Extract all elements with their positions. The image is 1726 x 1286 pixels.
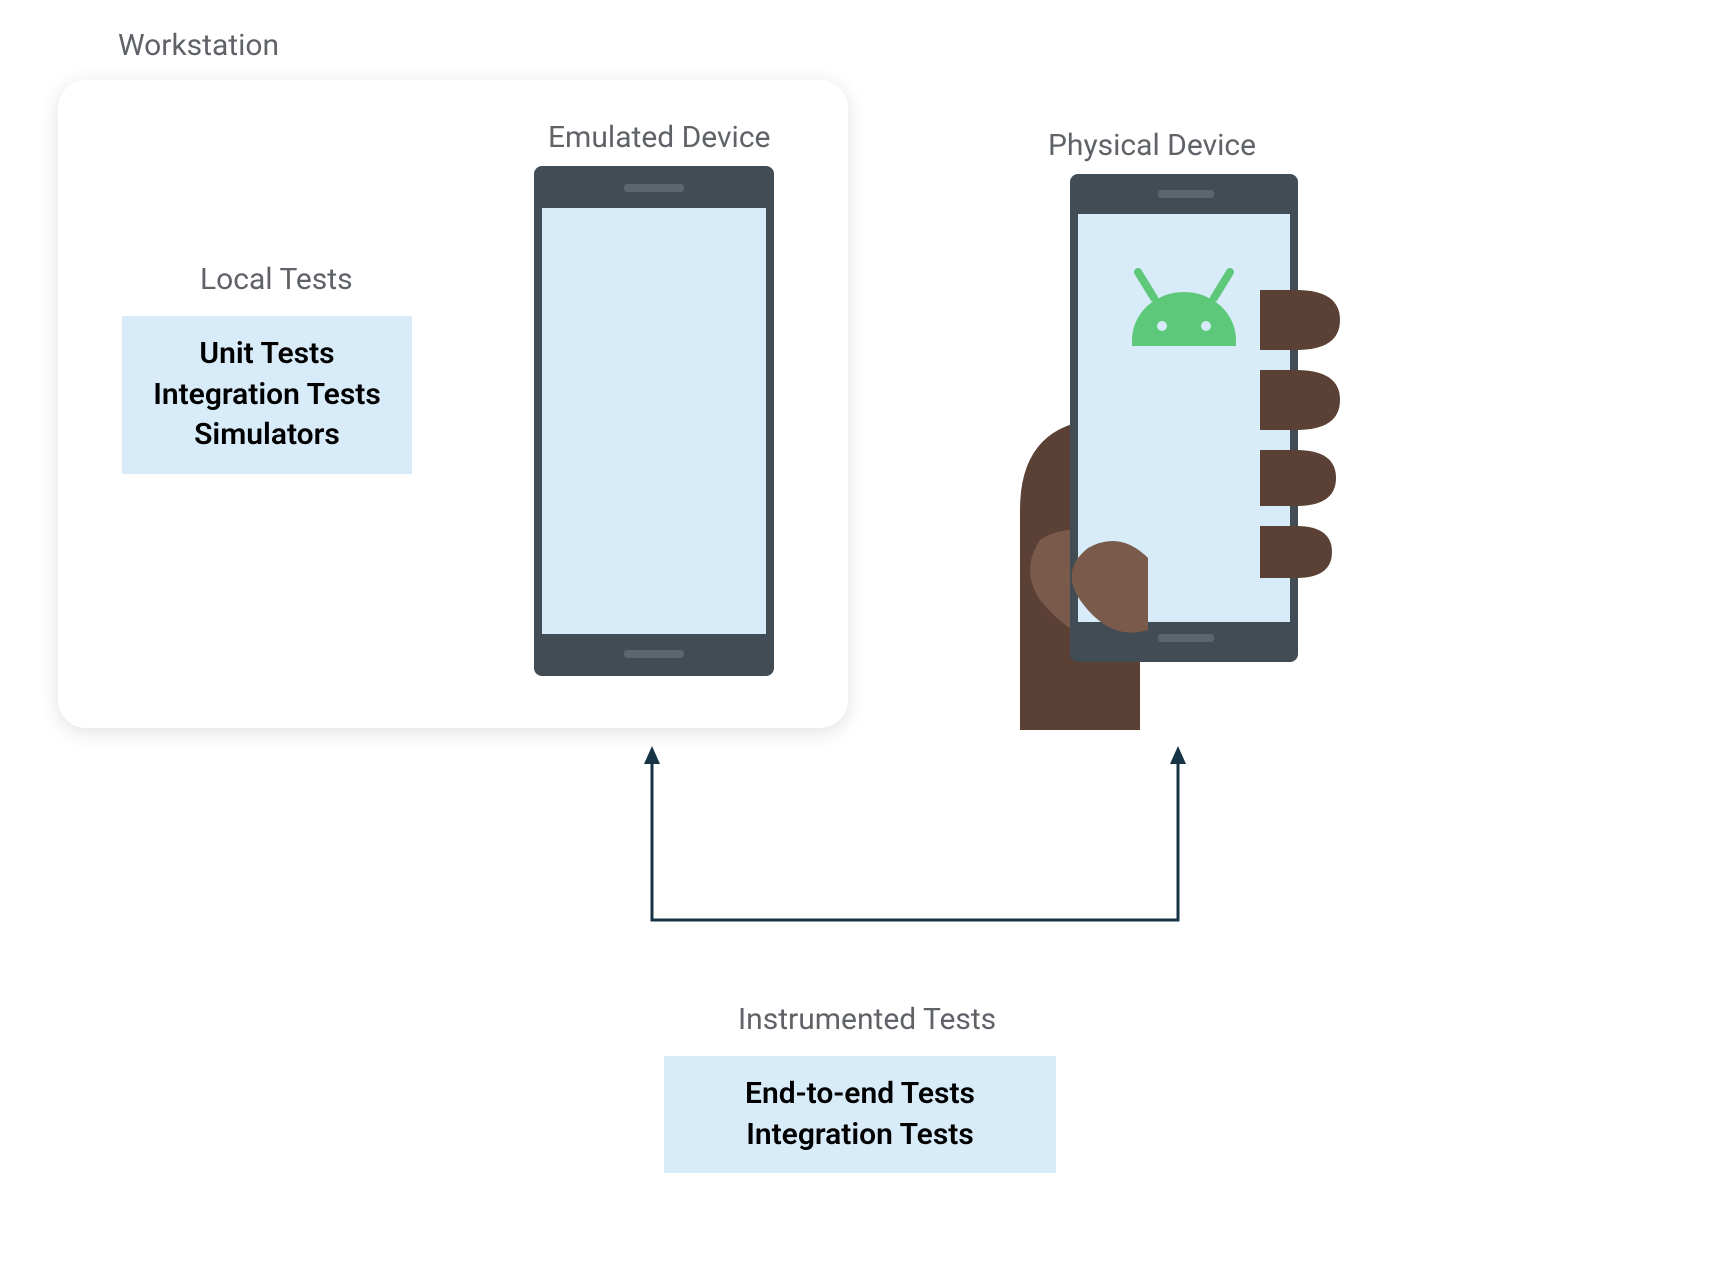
- instrumented-box-line: Integration Tests: [692, 1115, 1028, 1156]
- instrumented-tests-heading: Instrumented Tests: [738, 1002, 996, 1037]
- diagram-canvas: Workstation Local Tests Unit Tests Integ…: [0, 0, 1726, 1286]
- instrumented-box-line: End-to-end Tests: [692, 1074, 1028, 1115]
- instrumented-tests-box: End-to-end Tests Integration Tests: [664, 1056, 1056, 1173]
